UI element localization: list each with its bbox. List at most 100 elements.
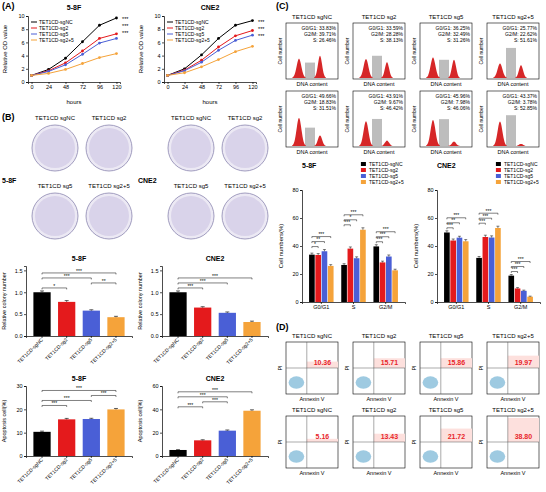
- g1-peak: [292, 118, 306, 146]
- bar: [309, 255, 315, 302]
- histogram: G0/G1: 43.91%G2/M: 9.67%S: 46.42%Cell nu…: [344, 91, 405, 155]
- plot-frame: [353, 342, 405, 394]
- bar: [515, 288, 521, 302]
- x-axis-title: DNA content: [297, 149, 328, 155]
- x-tick: 24: [46, 82, 52, 90]
- x-tick: G2/M: [514, 302, 528, 310]
- y-tick: 6: [21, 40, 28, 46]
- y-tick: 40: [292, 243, 302, 249]
- histogram-frame: [487, 23, 539, 79]
- cell-cluster: [423, 376, 439, 388]
- bar: [495, 228, 501, 302]
- data-point: [98, 37, 101, 40]
- plate-well: [225, 196, 265, 236]
- data-point: [166, 74, 169, 77]
- tick-label: TET1CD-sg2: [44, 336, 69, 361]
- plate-well: [225, 128, 265, 168]
- bar: [107, 409, 124, 456]
- quadrant-line: [420, 442, 472, 443]
- g2-peak: [515, 65, 527, 78]
- tick-label: 1.5: [151, 268, 159, 274]
- data-point: [183, 71, 186, 74]
- error-bar: [510, 275, 513, 276]
- error-bar: [394, 269, 397, 270]
- legend-swatch: [496, 162, 501, 166]
- error-bar: [65, 418, 69, 420]
- tick-label: 0: [31, 84, 34, 90]
- culture-plate: [86, 193, 132, 239]
- x-tick: G0/G1: [448, 302, 464, 310]
- legend-swatch: [167, 40, 173, 41]
- error-bar: [317, 254, 320, 255]
- tick-mark: [162, 56, 164, 57]
- panel-title: TET1CD sgNC: [292, 14, 333, 20]
- bar: [33, 292, 50, 336]
- x-tick: 120: [248, 82, 257, 90]
- plot-area: [169, 291, 260, 336]
- apoptosis-label: 38.80: [515, 433, 533, 440]
- tick-label: 0: [157, 79, 160, 85]
- phase-label: S: 26.46%: [313, 37, 337, 43]
- figure-root: 5-8F0246810024487296120hoursRelative OD …: [0, 0, 546, 492]
- plate-label: TET1CD sg2+5: [88, 183, 130, 189]
- x-axis-line: [163, 457, 269, 459]
- cell-cluster: [289, 450, 305, 462]
- data-point: [81, 62, 84, 65]
- g1-peak: [426, 57, 440, 78]
- series-line: [168, 46, 253, 75]
- bar: [521, 291, 527, 302]
- apoptosis-label: 10.36: [314, 359, 332, 366]
- tick-label: 0.5: [151, 311, 159, 317]
- culture-plate: [222, 125, 268, 171]
- tick-label: TET1CD-sg2: [44, 456, 69, 481]
- significance-label: ***: [187, 283, 193, 289]
- bar: [219, 313, 236, 336]
- bar: [33, 432, 50, 456]
- line-chart: CNE20246810024487296120hoursRelative OD …: [138, 4, 265, 105]
- chart-title: CNE2: [206, 375, 225, 382]
- y-tick: 1.5: [151, 268, 162, 274]
- data-point: [115, 32, 118, 35]
- x-axis-title: Annexin V: [299, 470, 324, 476]
- y-tick: 40: [152, 407, 162, 413]
- legend-swatch: [31, 22, 37, 23]
- tick-label: 40: [427, 243, 433, 249]
- tick-mark: [26, 42, 28, 43]
- tick-label: 10: [18, 13, 24, 19]
- data-point: [115, 17, 118, 20]
- error-bar: [89, 309, 93, 311]
- y-tick: 2: [21, 66, 28, 72]
- x-axis-line: [29, 83, 121, 85]
- g1-peak: [359, 121, 373, 146]
- culture-plate: [168, 193, 214, 239]
- y-axis-title: Cell number: [411, 105, 417, 132]
- plot-area: [33, 291, 124, 336]
- tick-label: S: [487, 304, 491, 310]
- grid-title: 5-8F: [2, 177, 17, 184]
- tick-label: TET1CD-sgNC: [16, 336, 44, 364]
- tick-mark: [162, 82, 164, 83]
- panel-title: TET1CD sg5: [429, 407, 464, 413]
- culture-plate: [32, 193, 78, 239]
- tick-label: 40: [152, 407, 158, 413]
- y-axis: 0102030: [16, 383, 26, 459]
- significance-label: ***: [187, 402, 193, 408]
- tick-mark: [26, 82, 28, 83]
- series-line: [168, 35, 253, 75]
- chart-title: 5-8F: [72, 255, 87, 262]
- x-tick: TET1CD-sg2+5: [225, 456, 254, 485]
- error-bar: [329, 265, 332, 266]
- data-point: [64, 57, 67, 60]
- x-tick: 96: [97, 82, 103, 90]
- plate-label: TET1CD sgNC: [35, 115, 76, 121]
- series-line: [32, 54, 117, 76]
- significance-label: ***: [76, 268, 82, 274]
- tick-label: TET1CD-sg2+5: [225, 456, 254, 485]
- legend-swatch: [496, 180, 501, 184]
- bar: [243, 411, 260, 456]
- significance-label: ***: [76, 385, 82, 391]
- y-axis-title: Cell number: [277, 37, 283, 64]
- error-bar: [201, 306, 205, 308]
- tick-label: 2: [21, 66, 24, 72]
- apoptosis-label: 19.97: [515, 359, 533, 366]
